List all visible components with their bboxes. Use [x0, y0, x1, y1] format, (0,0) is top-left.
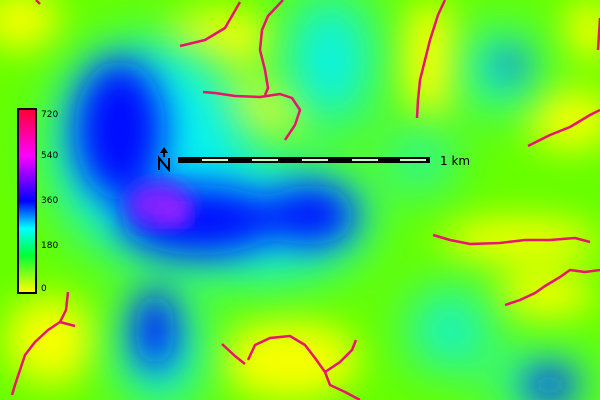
legend-tick-0: 0 [41, 284, 47, 294]
scale-bar-segment [252, 159, 278, 161]
legend-color-ramp [17, 108, 37, 294]
scale-bar-label: 1 km [440, 154, 471, 168]
legend-tick-540: 540 [41, 151, 59, 161]
north-arrow-icon [158, 147, 170, 172]
elevation-legend: 720 540 360 180 0 [17, 108, 77, 296]
scale-bar-line [178, 157, 430, 163]
legend-tick-360: 360 [41, 196, 59, 206]
scale-bar: 1 km [155, 146, 475, 176]
legend-tick-180: 180 [41, 241, 59, 251]
scale-bar-segment [352, 159, 378, 161]
scale-bar-segment [400, 159, 426, 161]
legend-tick-720: 720 [41, 110, 59, 120]
scale-bar-segment [202, 159, 228, 161]
stream-network [10, 0, 600, 400]
scale-bar-segment [302, 159, 328, 161]
